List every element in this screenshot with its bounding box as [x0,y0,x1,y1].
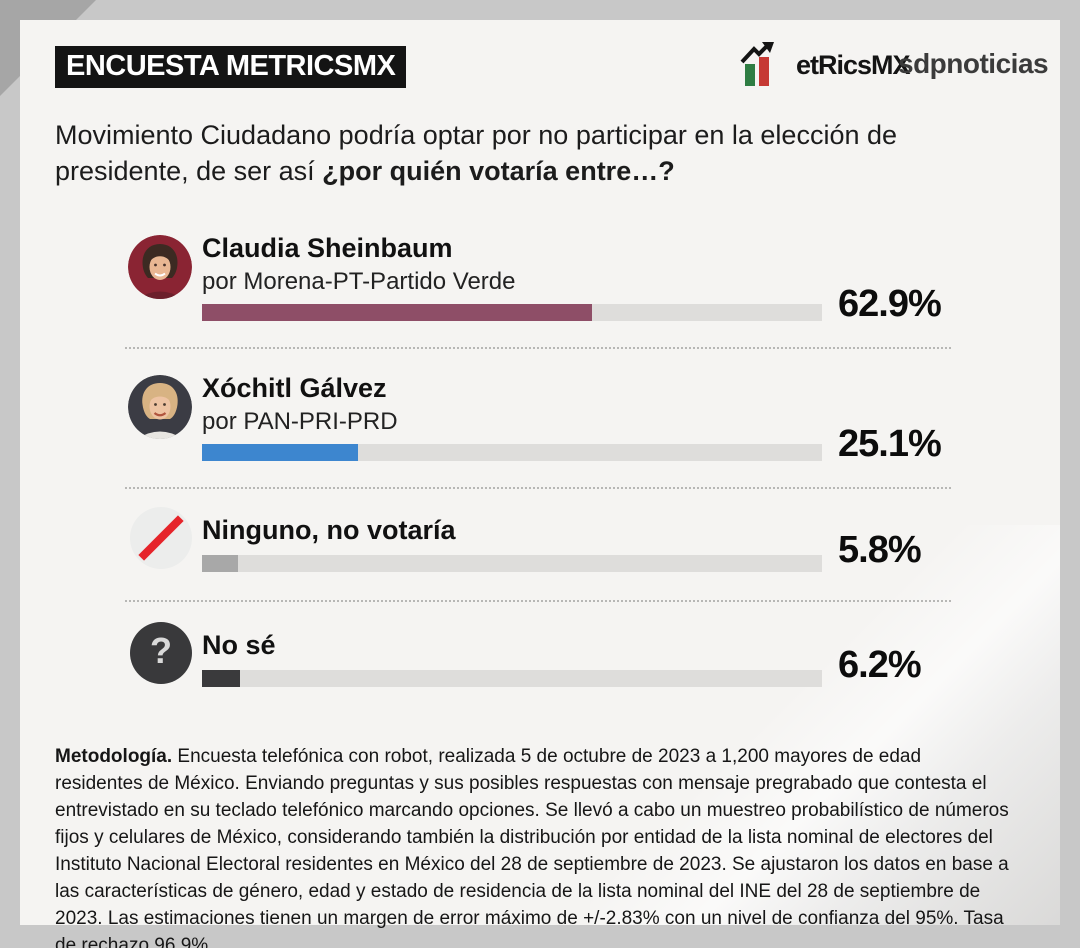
option-label: Ninguno, no votaría [202,515,456,545]
question-icon: ? [130,622,192,684]
question-mark-glyph: ? [150,630,172,671]
metricsmx-logo-text: etRicsMX [796,49,911,80]
growth-arrow-head [762,42,774,53]
poll-question: Movimiento Ciudadano podría optar por no… [55,118,990,190]
candidate-name: Claudia Sheinbaum [202,233,453,263]
bar-track [202,669,822,687]
dotted-separator [125,487,951,489]
red-slash-icon [138,515,184,561]
bar-track [202,444,822,462]
dotted-separator [125,600,951,602]
candidate-name: Xóchitl Gálvez [202,373,387,403]
logo-green-bar [745,64,755,86]
candidate-party: por PAN-PRI-PRD [202,407,398,435]
result-row-sheinbaum: Claudia Sheinbaum por Morena-PT-Partido … [128,233,958,325]
growth-arrow-icon [740,42,771,64]
bar-fill-galvez [202,444,358,462]
result-row-ninguno: Ninguno, no votaría 5.8% [128,503,958,572]
candidate-party: por Morena-PT-Partido Verde [202,267,516,295]
option-label: No sé [202,630,276,660]
result-row-galvez: Xóchitl Gálvez por PAN-PRI-PRD 25.1% [128,373,958,465]
metricsmx-logo: etRicsMX [740,42,911,88]
logo-red-bar [759,57,769,86]
bar-track [202,304,822,322]
methodology-body: Encuesta telefónica con robot, realizada… [55,746,1009,948]
percentage-value: 25.1% [838,423,942,465]
sdpnoticias-logo: sdpnoticias [898,48,1049,79]
methodology-text: Metodología. Encuesta telefónica con rob… [55,744,1013,948]
percentage-value: 62.9% [838,283,942,325]
bar-fill-sheinbaum [202,304,592,322]
avatar-xochitl-galvez [128,375,192,439]
no-vote-icon [130,507,192,569]
avatar-claudia-sheinbaum [128,235,192,299]
bar-fill-ninguno [202,554,238,572]
percentage-value: 5.8% [838,529,922,571]
percentage-value: 6.2% [838,644,922,686]
poll-question-bold: ¿por quién votaría entre…? [322,155,675,186]
metricsmx-logo-mark [740,42,774,86]
result-row-nose: ? No sé 6.2% [128,618,958,687]
poll-question-normal: Movimiento Ciudadano podría optar por no… [55,120,898,186]
methodology-label: Metodología. [55,746,173,767]
dotted-separator [125,347,951,349]
bar-track [202,554,822,572]
card-background [20,20,1060,925]
page-title: ENCUESTA METRICSMX [55,46,407,88]
bar-fill-nose [202,669,241,687]
